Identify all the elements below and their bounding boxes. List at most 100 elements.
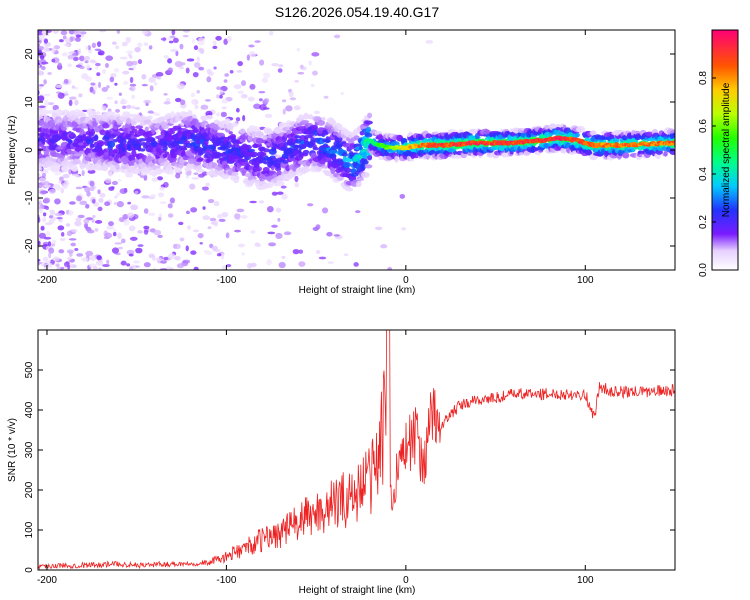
spectrogram-noise-blob [55,84,63,88]
spectrogram-noise-blob [79,65,85,70]
spectrogram-band-blob [640,145,648,150]
spectrogram-noise-blob [143,225,150,230]
spectrogram-noise-blob [174,97,182,103]
spectrogram-noise-blob [387,267,393,270]
spectrogram-band-blob [241,169,246,177]
spectrogram-noise-blob [118,216,125,223]
spectrogram-noise-blob [200,104,209,110]
spectrogram-noise-blob [38,216,41,223]
spectrogram-noise-blob [248,44,255,48]
spectrogram-noise-blob [38,70,45,76]
spectrogram-noise-blob [120,260,127,266]
spectrogram-noise-blob [254,40,261,43]
spectrogram-band-blob [53,135,62,141]
spectrogram-noise-blob [104,201,111,207]
spectrogram-noise-blob [157,234,163,239]
spectrogram-noise-blob [42,212,47,217]
spectrogram-noise-blob [236,208,245,213]
spectrogram-noise-blob [47,241,52,247]
spectrogram-noise-blob [209,217,217,222]
spectrogram-noise-blob [186,58,195,62]
spectrogram-noise-blob [71,228,78,233]
spectrogram-noise-blob [197,233,204,239]
spectrogram-noise-blob [176,263,184,269]
spectrogram-band-blob [303,112,309,120]
spectrogram-band-blob [234,175,240,180]
spectrogram-noise-blob [39,209,44,214]
spectrogram-noise-blob [114,242,123,245]
spectrogram-noise-blob [263,98,270,104]
spectrogram-band-blob [111,111,116,116]
spectrogram-band-blob [41,137,46,145]
spectrogram-noise-blob [189,183,196,190]
spectrogram-band-blob [609,133,614,139]
spectrogram-noise-blob [190,250,197,255]
spectrogram-noise-blob [91,42,97,48]
spectrogram-noise-blob [163,256,169,261]
spectrogram-noise-blob [141,195,150,199]
spectrogram-band-blob [307,114,314,120]
spectrogram-noise-blob [48,218,55,224]
colorbar-tick-label: 0.4 [698,167,709,181]
spectrogram-noise-blob [42,217,47,223]
spectrogram-noise-blob [297,71,305,75]
spectrogram-noise-blob [281,99,287,103]
spectrogram-noise-blob [129,236,138,241]
spectrogram-noise-blob [80,31,87,35]
spectrogram-xtick-label: -100 [216,275,236,286]
spectrogram-heat [38,30,675,270]
spectrogram-noise-blob [115,45,120,50]
spectrogram-band-blob [300,119,310,124]
spectrogram-noise-blob [343,253,349,256]
spectrogram-noise-blob [299,64,304,69]
spectrogram-band-blob [198,169,205,173]
spectrogram-band-blob [69,133,76,138]
spectrogram-noise-blob [133,260,140,264]
spectrogram-band-blob [364,132,373,138]
spectrogram-noise-blob [298,249,304,254]
spectrogram-band-blob [420,150,425,154]
spectrogram-noise-blob [92,265,98,270]
spectrogram-noise-blob [62,173,70,179]
spectrogram-noise-blob [288,91,294,98]
spectrogram-ytick-label: -10 [24,190,35,205]
spectrogram-noise-blob [85,250,94,257]
snr-xtick-label: 100 [577,575,594,586]
spectrogram-noise-blob [226,263,232,268]
snr-background [38,330,675,570]
spectrogram-band-blob [169,168,174,175]
spectrogram-noise-blob [178,221,184,226]
spectrogram-noise-blob [48,188,56,194]
spectrogram-ytick-label: 10 [24,96,35,108]
spectrogram-noise-blob [192,72,199,78]
spectrogram-noise-blob [49,209,55,213]
spectrogram-noise-blob [113,67,120,73]
spectrogram-noise-blob [237,90,244,94]
spectrogram-noise-blob [249,83,256,90]
spectrogram-noise-blob [129,76,134,83]
spectrogram-noise-blob [134,47,141,53]
spectrogram-band-blob [93,126,101,133]
colorbar-ticks: 0.0 0.2 0.4 0.6 0.8 [698,71,716,277]
spectrogram-noise-blob [296,47,301,52]
spectrogram-noise-blob [112,41,117,45]
spectrogram-noise-blob [353,262,359,267]
spectrogram-noise-blob [199,241,203,245]
spectrogram-band-blob [365,126,372,134]
spectrogram-noise-blob [160,37,167,41]
spectrogram-noise-blob [99,193,106,198]
spectrogram-noise-blob [38,205,45,210]
spectrogram-noise-blob [204,251,213,255]
spectrogram-band-blob [44,150,50,155]
spectrogram-noise-blob [185,210,190,215]
spectrogram-band-blob [80,145,87,149]
spectrogram-noise-blob [204,99,211,102]
spectrogram-noise-blob [198,66,205,71]
spectrogram-band-blob [590,130,597,137]
spectrogram-noise-blob [174,256,181,261]
spectrogram-noise-blob [171,30,176,36]
spectrogram-noise-blob [131,105,136,110]
spectrogram-noise-blob [266,205,274,213]
spectrogram-noise-blob [141,30,149,35]
spectrogram-noise-blob [65,209,70,215]
